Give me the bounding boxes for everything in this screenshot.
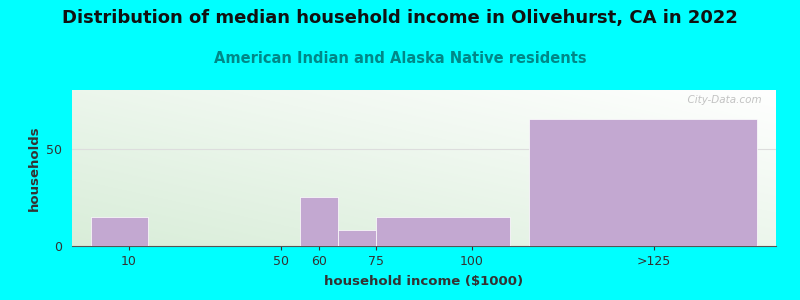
Bar <box>377 217 510 246</box>
Bar <box>338 230 377 246</box>
Bar <box>529 119 757 246</box>
Text: American Indian and Alaska Native residents: American Indian and Alaska Native reside… <box>214 51 586 66</box>
Text: household income ($1000): household income ($1000) <box>325 275 523 288</box>
Bar <box>300 197 338 246</box>
Bar <box>91 217 148 246</box>
Y-axis label: households: households <box>28 125 41 211</box>
Text: City-Data.com: City-Data.com <box>682 95 762 105</box>
Text: Distribution of median household income in Olivehurst, CA in 2022: Distribution of median household income … <box>62 9 738 27</box>
